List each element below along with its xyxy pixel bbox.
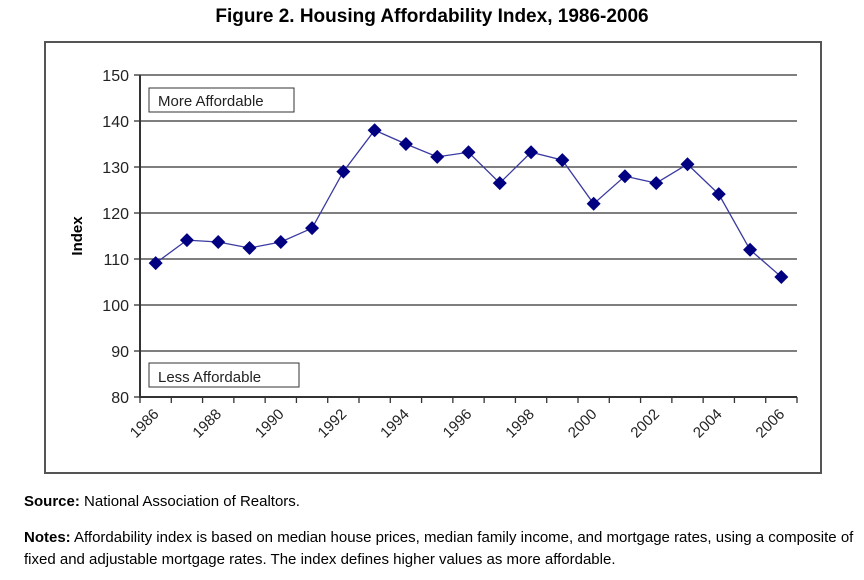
y-tick-label: 130 xyxy=(102,160,129,177)
y-tick-label: 120 xyxy=(102,206,129,223)
x-tick-label: 2002 xyxy=(627,406,663,442)
data-point xyxy=(555,153,570,168)
source-note: Source: National Association of Realtors… xyxy=(24,493,300,510)
notes-text: Affordability index is based on median h… xyxy=(24,529,854,568)
data-point xyxy=(680,157,695,172)
x-tick-label: 1994 xyxy=(377,406,413,442)
x-tick-label: 1988 xyxy=(189,406,225,442)
data-point xyxy=(711,187,726,202)
less-affordable-box xyxy=(148,362,300,388)
data-point xyxy=(179,233,194,248)
data-point xyxy=(430,149,445,164)
more-affordable-label: More Affordable xyxy=(158,93,264,110)
data-point xyxy=(211,234,226,249)
data-point xyxy=(273,234,288,249)
data-point xyxy=(242,240,257,255)
more-affordable-box xyxy=(148,87,295,113)
source-text: National Association of Realtors. xyxy=(79,493,300,510)
x-tick-label: 2000 xyxy=(565,406,601,442)
data-point xyxy=(774,269,789,284)
less-affordable-label: Less Affordable xyxy=(158,369,261,386)
notes: Notes: Affordability index is based on m… xyxy=(24,527,854,571)
x-tick-label: 1992 xyxy=(315,406,351,442)
figure-title: Figure 2. Housing Affordability Index, 1… xyxy=(215,6,649,27)
x-tick-label: 1990 xyxy=(252,406,288,442)
notes-label: Notes: xyxy=(24,529,71,546)
x-tick-label: 2004 xyxy=(690,406,726,442)
data-point xyxy=(743,242,758,257)
data-point xyxy=(148,256,163,271)
data-point xyxy=(305,221,320,236)
data-point xyxy=(367,123,382,138)
data-point xyxy=(524,145,539,160)
x-tick-label: 1996 xyxy=(440,406,476,442)
x-tick-label: 2006 xyxy=(753,406,789,442)
data-point xyxy=(398,137,413,151)
y-tick-label: 100 xyxy=(102,298,129,315)
y-axis-label: Index xyxy=(69,216,86,256)
data-point xyxy=(586,196,601,211)
x-tick-label: 1986 xyxy=(127,406,163,442)
data-point xyxy=(336,164,351,179)
chart-frame xyxy=(44,41,822,474)
y-tick-label: 110 xyxy=(103,252,129,269)
data-point xyxy=(492,176,507,191)
x-tick-label: 1998 xyxy=(502,406,538,442)
y-tick-label: 90 xyxy=(111,344,129,361)
y-tick-label: 80 xyxy=(111,390,129,407)
y-tick-label: 140 xyxy=(102,114,129,131)
data-point xyxy=(461,145,476,160)
y-tick-label: 150 xyxy=(102,68,129,85)
data-point xyxy=(649,176,664,191)
line-chart: 80 90 100 110 120 130 140 150 1986 1988 1990 1992 19… xyxy=(69,68,798,442)
source-label: Source: xyxy=(24,493,80,510)
data-point xyxy=(617,169,632,184)
